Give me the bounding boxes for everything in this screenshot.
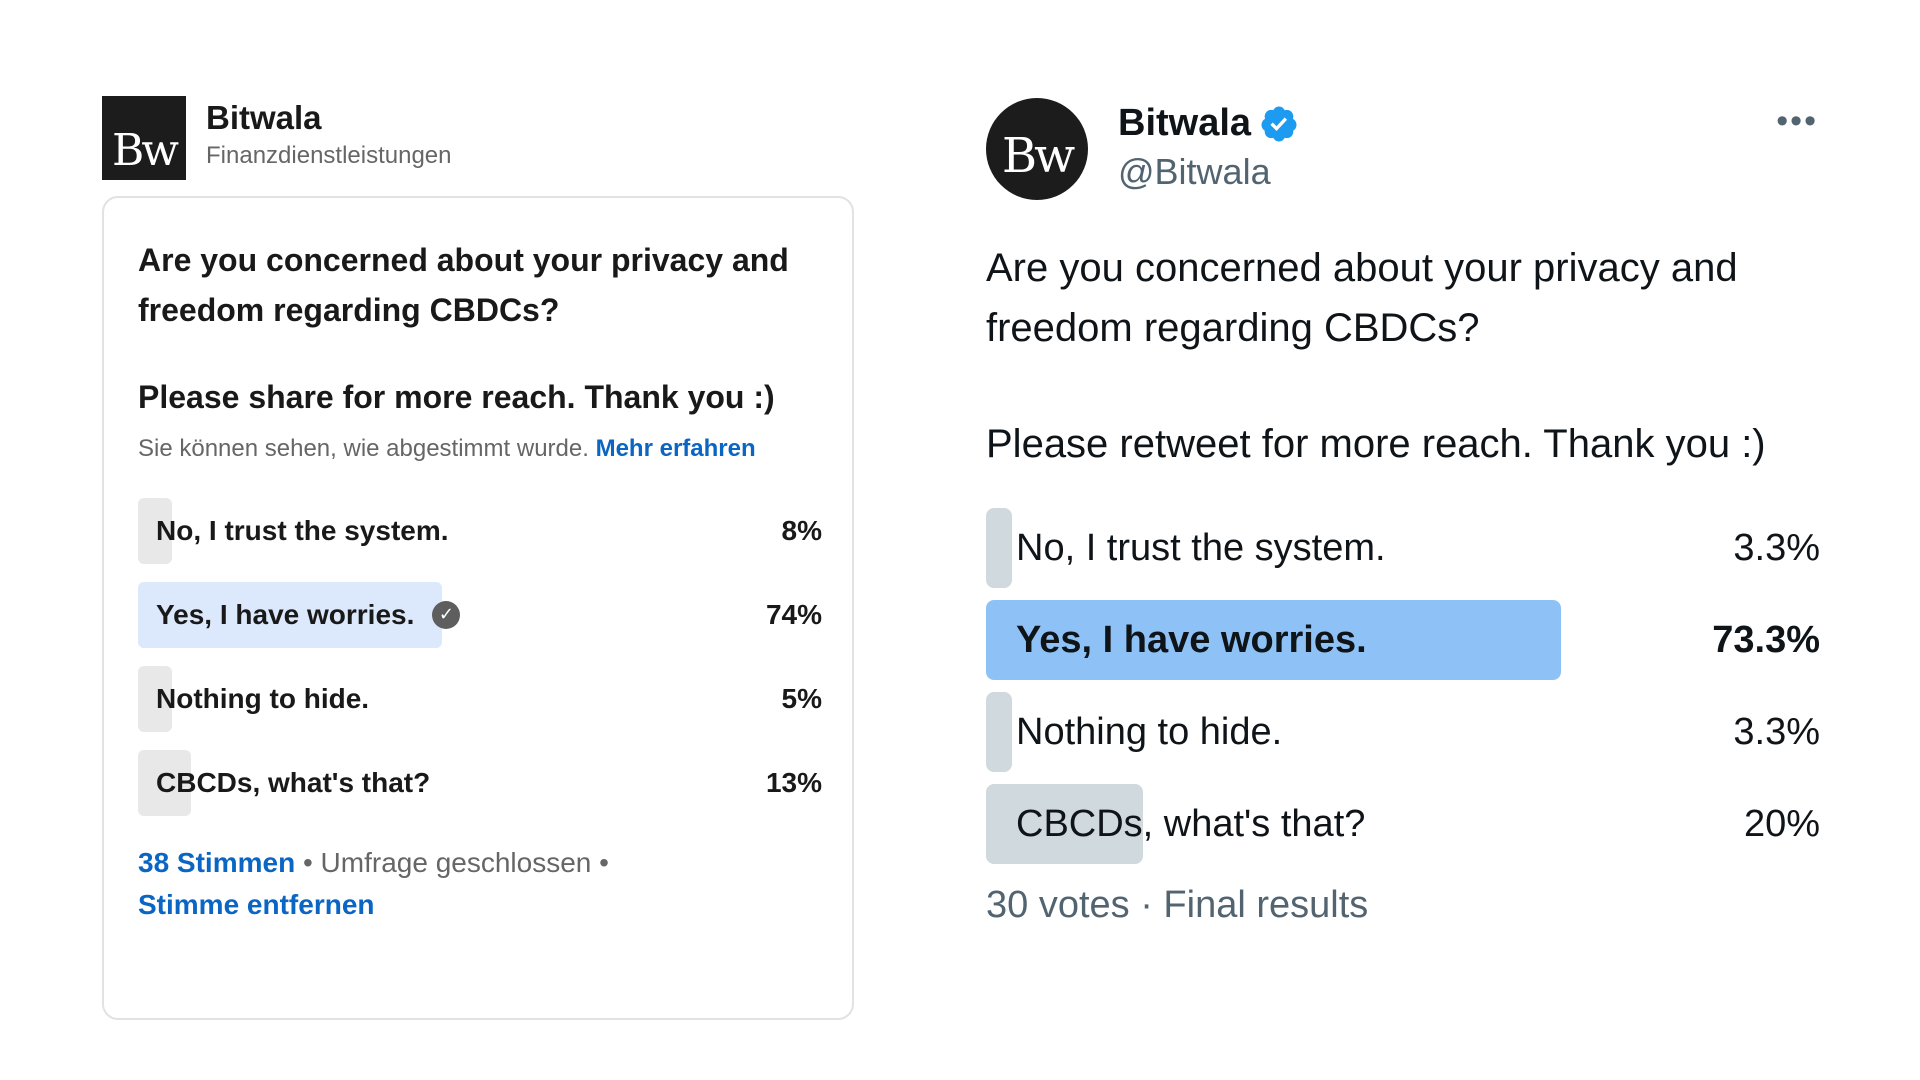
- option-result-bar: [986, 784, 1143, 864]
- option-label: Yes, I have worries.: [156, 598, 415, 630]
- poll-option[interactable]: No, I trust the system. 8%: [138, 497, 822, 564]
- tweet-author: Bitwala @Bitwala: [1118, 102, 1299, 193]
- author-display-name[interactable]: Bitwala: [1118, 102, 1252, 144]
- option-result-bar: [138, 749, 191, 816]
- option-result-bar: [138, 497, 172, 564]
- option-result-bar: [986, 600, 1561, 680]
- poll-option[interactable]: No, I trust the system. 3.3%: [986, 508, 1820, 588]
- author-name-row: Bitwala: [1118, 102, 1299, 145]
- option-label: Nothing to hide.: [156, 682, 370, 714]
- company-meta: Bitwala Finanzdienstleistungen: [206, 99, 452, 170]
- option-percent: 5%: [781, 682, 822, 714]
- verified-badge-icon[interactable]: [1259, 104, 1299, 144]
- poll-question: Are you concerned about your privacy and…: [986, 246, 1738, 350]
- option-label: Nothing to hide.: [1016, 710, 1283, 753]
- option-percent: 3.3%: [1733, 710, 1820, 753]
- poll-option-winner[interactable]: Yes, I have worries. 73.3%: [986, 600, 1820, 680]
- company-category: Finanzdienstleistungen: [206, 142, 452, 170]
- poll-option[interactable]: Nothing to hide. 5%: [138, 665, 822, 732]
- option-result-bar: [138, 581, 442, 648]
- poll-footer: 38 Stimmen • Umfrage geschlossen • Stimm…: [138, 842, 818, 926]
- avatar[interactable]: Bw: [986, 98, 1088, 200]
- poll-options: No, I trust the system. 8% Yes, I have w…: [138, 497, 822, 816]
- option-percent: 74%: [765, 598, 822, 630]
- option-label: CBCDs, what's that?: [156, 766, 431, 798]
- option-result-bar: [986, 692, 1012, 772]
- more-options-icon[interactable]: •••: [1776, 102, 1818, 140]
- separator-dot: •: [302, 846, 313, 878]
- poll-option[interactable]: Nothing to hide. 3.3%: [986, 692, 1820, 772]
- learn-more-link[interactable]: Mehr erfahren: [595, 435, 756, 463]
- votes-count-link[interactable]: 38 Stimmen: [138, 846, 296, 878]
- option-percent: 3.3%: [1733, 526, 1820, 569]
- company-logo[interactable]: Bw: [102, 96, 186, 180]
- poll-status: Umfrage geschlossen: [320, 846, 592, 878]
- poll-visibility-text: Sie können sehen, wie abgestimmt wurde.: [138, 435, 589, 463]
- poll-call-to-action: Please retweet for more reach. Thank you…: [986, 422, 1766, 466]
- tweet-body: Are you concerned about your privacy and…: [986, 238, 1820, 927]
- option-label: Yes, I have worries.: [1016, 618, 1367, 661]
- poll-option[interactable]: CBCDs, what's that? 13%: [138, 749, 822, 816]
- option-percent: 8%: [781, 514, 822, 546]
- poll-options: No, I trust the system. 3.3% Yes, I have…: [986, 508, 1820, 864]
- poll-question: Are you concerned about your privacy and…: [138, 242, 789, 328]
- option-label-row: Yes, I have worries. ✓: [156, 598, 461, 631]
- option-result-bar: [986, 508, 1012, 588]
- tweet-header: Bw Bitwala @Bitwala •••: [986, 98, 1818, 200]
- remove-vote-link[interactable]: Stimme entfernen: [138, 888, 375, 920]
- checkmark-circle-icon: ✓: [432, 600, 461, 629]
- poll-footer: 30 votes · Final results: [986, 884, 1369, 926]
- poll-option-selected[interactable]: Yes, I have worries. ✓ 74%: [138, 581, 822, 648]
- poll-call-to-action: Please share for more reach. Thank you :…: [138, 379, 775, 416]
- option-label: CBCDs, what's that?: [1016, 802, 1366, 845]
- linkedin-poll-card: Are you concerned about your privacy and…: [102, 196, 854, 1020]
- option-label: No, I trust the system.: [1016, 526, 1386, 569]
- option-result-bar: [138, 665, 172, 732]
- poll-option[interactable]: CBCDs, what's that? 20%: [986, 784, 1820, 864]
- linkedin-post-header: Bw Bitwala Finanzdienstleistungen: [102, 96, 452, 180]
- option-percent: 73.3%: [1712, 618, 1820, 661]
- separator-dot: •: [599, 846, 609, 878]
- author-handle[interactable]: @Bitwala: [1118, 151, 1271, 192]
- option-label: No, I trust the system.: [156, 514, 449, 546]
- poll-visibility-note: Sie können sehen, wie abgestimmt wurde. …: [138, 432, 818, 466]
- option-percent: 13%: [765, 766, 822, 798]
- company-name[interactable]: Bitwala: [206, 99, 322, 136]
- option-percent: 20%: [1743, 802, 1820, 845]
